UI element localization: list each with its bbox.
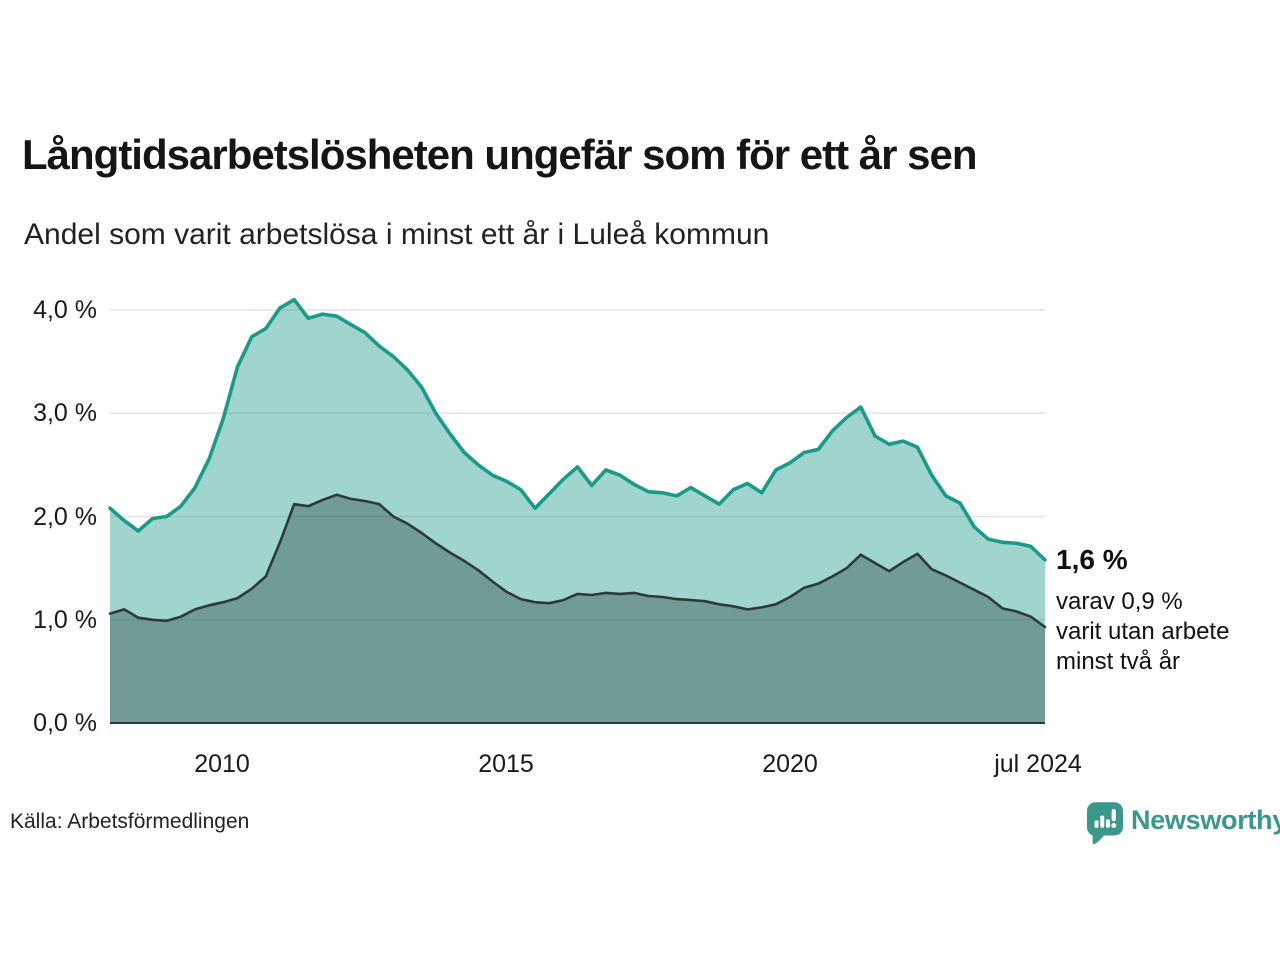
latest-value-note-line: varav 0,9 % [1056,588,1183,615]
x-tick-label: 2015 [478,750,534,778]
y-tick-label: 2,0 % [33,503,97,531]
x-tick-label: 2020 [762,750,818,778]
page-title: Långtidsarbetslösheten ungefär som för e… [22,131,978,178]
y-tick-label: 4,0 % [33,296,97,324]
brand-name: Newsworthy [1131,805,1280,835]
x-tick-label: jul 2024 [994,750,1082,778]
source-note: Källa: Arbetsförmedlingen [10,810,250,833]
latest-value-note-line: minst två år [1056,648,1181,675]
y-tick-label: 3,0 % [33,399,97,427]
x-tick-label: 2010 [194,750,250,778]
latest-value-note-line: varit utan arbete [1056,618,1230,645]
brand-logo: Newsworthy [1086,801,1280,851]
newsworthy-icon [1086,801,1124,854]
latest-value-note: varav 0,9 % varit utan arbete minst två … [1056,587,1229,677]
page-subtitle: Andel som varit arbetslösa i minst ett å… [24,218,770,251]
latest-value-label: 1,6 % [1056,544,1128,575]
y-tick-label: 0,0 % [33,709,97,737]
y-tick-label: 1,0 % [33,606,97,634]
